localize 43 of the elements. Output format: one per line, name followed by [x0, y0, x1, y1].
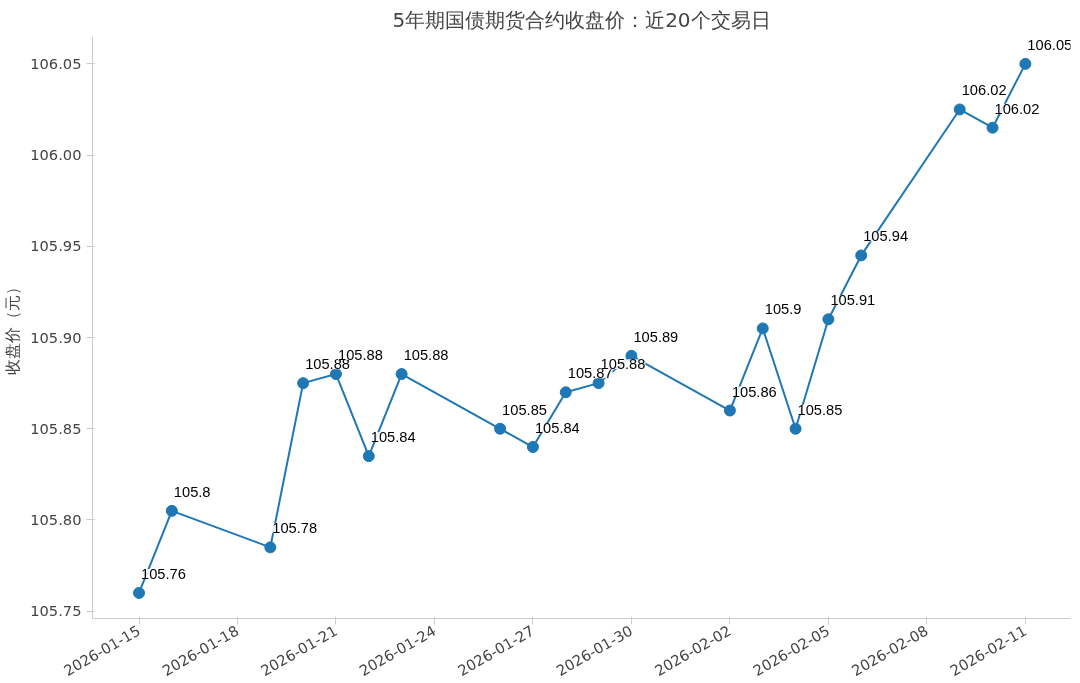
y-tick-label: 106.00: [30, 146, 82, 164]
y-tick-label: 105.95: [30, 237, 82, 255]
point: [362, 450, 375, 463]
point: [395, 368, 408, 381]
point: [329, 368, 342, 381]
data-label: 106.02: [961, 82, 1007, 99]
data-label: 105.9: [764, 301, 802, 318]
data-label: 105.89: [633, 328, 679, 345]
data-label: 105.88: [403, 347, 449, 364]
data-label: 105.84: [370, 429, 416, 446]
point: [559, 386, 572, 399]
data-label: 105.78: [272, 520, 318, 537]
y-axis-title: 收盘价（元）: [3, 279, 23, 376]
y-tick-label: 105.80: [30, 510, 82, 528]
point: [855, 249, 868, 262]
data-label: 105.86: [731, 383, 777, 400]
point: [789, 422, 802, 435]
y-tick-label: 105.75: [30, 602, 82, 620]
point: [953, 103, 966, 116]
point: [264, 541, 277, 554]
point: [297, 377, 310, 390]
y-tick-label: 105.85: [30, 419, 82, 437]
y-tick-label: 105.90: [30, 328, 82, 346]
point: [822, 313, 835, 326]
y-tick-label: 106.05: [30, 54, 82, 72]
point: [986, 121, 999, 134]
point: [1019, 57, 1032, 70]
point: [165, 504, 178, 517]
data-label: 105.85: [502, 401, 547, 418]
point: [526, 441, 539, 453]
chart-title: 5年期国债期货合约收盘价：近20个交易日: [392, 7, 771, 32]
point: [494, 422, 507, 435]
data-label: 105.91: [830, 292, 876, 309]
data-label: 105.94: [863, 228, 909, 245]
data-label: 105.85: [797, 401, 843, 418]
point: [592, 377, 605, 390]
data-label: 105.8: [173, 483, 211, 500]
data-label: 106.02: [994, 100, 1040, 117]
data-label: 105.76: [141, 565, 186, 582]
point: [133, 586, 146, 599]
point: [756, 322, 769, 335]
data-label: 105.84: [534, 420, 580, 436]
point: [723, 404, 736, 417]
